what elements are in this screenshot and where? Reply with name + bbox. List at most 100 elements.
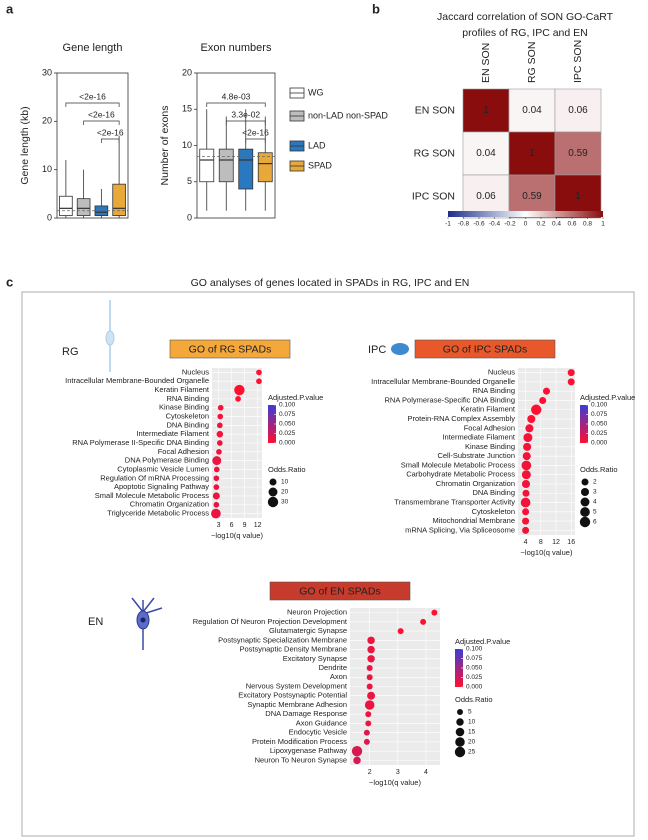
- category-label: Nucleus: [488, 368, 515, 377]
- y-tick-label: 10: [182, 140, 192, 150]
- y-tick-label: 15: [182, 104, 192, 114]
- dot: [366, 665, 373, 672]
- color-legend-title: Adjusted.P.value: [580, 393, 635, 402]
- dot: [212, 456, 222, 466]
- size-legend-label: 10: [281, 479, 289, 486]
- category-label: Apoptotic Signaling Pathway: [114, 482, 209, 491]
- category-label: Excitatory Synapse: [283, 654, 347, 663]
- colorbar-tick-label: -1: [445, 221, 451, 228]
- category-label: Chromatin Organization: [436, 479, 515, 488]
- color-legend-label: 0.000: [466, 684, 483, 691]
- category-label: Intracellular Membrane-Bounded Organelle: [65, 376, 209, 385]
- column-label: IPC SON: [572, 40, 584, 83]
- y-axis-label: Number of exons: [159, 106, 171, 186]
- size-legend-dot: [268, 487, 278, 497]
- size-legend-dot: [455, 737, 465, 747]
- size-legend-title: Odds.Ratio: [580, 465, 618, 474]
- x-tick-label: 4: [424, 769, 428, 776]
- size-legend-dot: [581, 478, 589, 486]
- dot: [211, 508, 221, 519]
- color-legend-label: 0.075: [466, 655, 483, 662]
- dot: [420, 618, 427, 625]
- plot-background: [518, 368, 575, 535]
- colorbar-tick-label: 0.2: [536, 221, 545, 228]
- colorbar-tick-label: -0.8: [458, 221, 470, 228]
- color-legend-bar: [268, 405, 276, 443]
- column-label: RG SON: [526, 42, 538, 83]
- legend-label: non-LAD non-SPAD: [308, 110, 388, 120]
- dot: [217, 413, 224, 420]
- dot: [367, 691, 376, 700]
- comparison-bracket: [245, 138, 266, 143]
- title-box: [414, 339, 556, 359]
- x-tick-label: 2: [368, 769, 372, 776]
- cell-label: 0.04: [476, 148, 496, 159]
- category-label: RNA Binding: [166, 394, 209, 403]
- box: [59, 195, 73, 216]
- cell-label: 0.06: [476, 191, 496, 202]
- category-label: RNA Binding: [472, 386, 515, 395]
- dot: [353, 756, 361, 765]
- comparison-bracket: [83, 120, 120, 125]
- cell-label: 0.59: [568, 148, 588, 159]
- category-label: Mitochondrial Membrane: [432, 516, 515, 525]
- dot: [216, 440, 223, 446]
- panel-title: GO analyses of genes located in SPADs in…: [191, 277, 470, 289]
- dot: [520, 497, 531, 508]
- panel-label: c: [6, 274, 13, 289]
- dot: [431, 609, 438, 616]
- chart-title: Jaccard correlation of SON GO-CaRT: [437, 11, 614, 23]
- heatmap-cell: [554, 88, 602, 133]
- colorbar-tick-label: 0: [524, 221, 528, 228]
- x-tick-label: 8: [539, 539, 543, 546]
- y-tick-label: 30: [42, 67, 52, 77]
- category-label: Chromatin Organization: [130, 500, 209, 509]
- color-legend-bar: [580, 405, 588, 443]
- cell-label: 0.59: [522, 191, 542, 202]
- size-legend-label: 10: [468, 719, 476, 726]
- category-label: Small Molecule Metabolic Process: [95, 491, 209, 500]
- comparison-bracket: [101, 138, 120, 143]
- chart-title: GO of IPC SPADs: [443, 343, 527, 355]
- category-label: Regulation Of mRNA Processing: [100, 473, 209, 482]
- y-tick-label: 20: [42, 116, 52, 126]
- comparison-label: <2e-16: [79, 91, 106, 101]
- colorbar-tick-label: -0.4: [489, 221, 501, 228]
- category-label: Protein-RNA Complex Assembly: [407, 414, 515, 423]
- size-legend-label: 30: [281, 499, 289, 506]
- x-axis-label: −log10(q value): [369, 778, 421, 787]
- size-legend-dot: [457, 709, 463, 715]
- row-label: EN SON: [415, 104, 455, 116]
- category-label: Intracellular Membrane-Bounded Organelle: [371, 377, 515, 386]
- x-tick-label: 4: [524, 539, 528, 546]
- legend-label: LAD: [308, 140, 326, 150]
- dot: [213, 501, 220, 508]
- panel-label: b: [372, 1, 380, 16]
- dot: [364, 700, 375, 710]
- legend-label: WG: [308, 87, 324, 97]
- category-label: mRNA Splicing, Via Spliceosome: [405, 525, 515, 534]
- color-legend-label: 0.050: [279, 421, 296, 428]
- comparison-bracket: [206, 102, 266, 107]
- heatmap-cell: [462, 174, 510, 219]
- box: [257, 152, 273, 183]
- category-label: Keratin Filament: [154, 385, 210, 394]
- cell-type-label: EN: [88, 616, 103, 628]
- y-tick-label: 0: [47, 212, 52, 222]
- category-label: Neuron To Neuron Synapse: [255, 755, 347, 764]
- category-label: Kinase Binding: [465, 442, 515, 451]
- row-label: IPC SON: [412, 190, 455, 202]
- dot: [531, 404, 542, 415]
- cell-label: 1: [529, 148, 535, 159]
- rg-icon: [105, 300, 115, 372]
- dot: [527, 414, 536, 424]
- dot: [213, 475, 220, 482]
- category-label: Lipoxygenase Pathway: [270, 746, 347, 755]
- chart-title: Exon numbers: [201, 42, 272, 54]
- category-label: Axon: [330, 672, 347, 681]
- size-legend-label: 5: [468, 709, 472, 716]
- category-label: Postsynaptic Specialization Membrane: [218, 635, 347, 644]
- y-tick-label: 0: [187, 212, 192, 222]
- comparison-bracket: [65, 102, 120, 107]
- category-label: Carbohydrate Metabolic Process: [406, 470, 515, 479]
